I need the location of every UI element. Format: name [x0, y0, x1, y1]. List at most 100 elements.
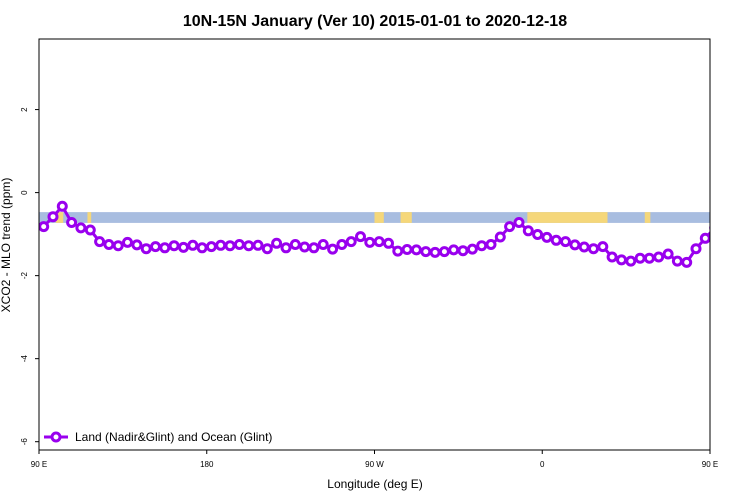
- data-point: [47, 211, 59, 223]
- data-point: [122, 236, 133, 248]
- y-tick-label: 2: [20, 107, 29, 112]
- data-point: [634, 252, 646, 264]
- x-tick-label: 180: [200, 460, 214, 469]
- y-tick-label: -4: [20, 355, 29, 363]
- y-axis: 2 0 -2 -4 -6: [20, 107, 39, 445]
- data-point: [112, 240, 124, 252]
- background-band: [39, 212, 710, 223]
- data-point: [364, 236, 376, 248]
- data-point: [140, 243, 152, 255]
- data-point: [271, 237, 283, 249]
- data-point: [466, 243, 478, 255]
- data-point: [66, 217, 78, 228]
- legend-label: Land (Nadir&Glint) and Ocean (Glint): [75, 430, 272, 444]
- data-point: [178, 241, 189, 253]
- data-point: [485, 239, 497, 250]
- data-point: [355, 231, 366, 243]
- data-point: [308, 242, 320, 254]
- data-point: [233, 239, 245, 250]
- data-point: [578, 241, 590, 253]
- data-point: [196, 242, 208, 254]
- data-point: [410, 244, 422, 256]
- data-point: [131, 239, 143, 251]
- data-point: [345, 236, 357, 248]
- land-band: [527, 212, 608, 223]
- x-axis: 90 E 180 90 W 0 90 E: [31, 450, 718, 469]
- data-point: [597, 241, 609, 253]
- x-axis-label: Longitude (deg E): [327, 477, 422, 491]
- data-point: [168, 240, 180, 252]
- data-point: [457, 245, 469, 257]
- data-point: [327, 243, 339, 255]
- data-point: [690, 243, 702, 255]
- data-point: [103, 239, 115, 250]
- data-point: [643, 252, 655, 264]
- data-point: [720, 214, 728, 222]
- data-point: [187, 239, 199, 251]
- land-band: [374, 212, 384, 223]
- data-point: [261, 243, 273, 255]
- data-point: [625, 255, 637, 267]
- data-point: [606, 251, 618, 263]
- y-tick-label: -6: [20, 438, 29, 446]
- data-point: [299, 241, 311, 253]
- data-point: [252, 239, 264, 251]
- data-point: [205, 241, 217, 253]
- data-point: [504, 221, 516, 233]
- data-point: [317, 239, 329, 250]
- y-axis-label: XCO2 - MLO trend (ppm): [0, 178, 13, 313]
- data-point: [448, 244, 460, 256]
- data-point: [522, 225, 534, 237]
- data-point: [476, 240, 488, 252]
- data-point: [373, 236, 385, 248]
- data-point: [224, 240, 236, 252]
- series-layer: [39, 200, 747, 268]
- land-band: [644, 212, 651, 223]
- data-point: [541, 231, 553, 243]
- data-point: [75, 222, 87, 234]
- data-point: [289, 239, 301, 250]
- data-point: [94, 236, 106, 248]
- data-point: [681, 256, 693, 268]
- land-band: [87, 212, 92, 223]
- data-point: [383, 237, 394, 249]
- data-point: [56, 200, 68, 212]
- data-point: [729, 202, 737, 210]
- data-point: [150, 241, 161, 253]
- data-point: [336, 239, 348, 250]
- land-band: [400, 212, 412, 223]
- data-point: [671, 255, 683, 267]
- data-point: [280, 242, 292, 254]
- data-point: [662, 248, 674, 260]
- data-point: [588, 243, 599, 255]
- data-point: [550, 234, 562, 246]
- land-band: [55, 212, 64, 223]
- data-point: [429, 246, 441, 258]
- legend: Land (Nadir&Glint) and Ocean (Glint): [44, 430, 272, 444]
- y-tick-label: -2: [20, 271, 29, 279]
- chart-title: 10N-15N January (Ver 10) 2015-01-01 to 2…: [183, 13, 567, 30]
- x-tick-label: 90 E: [31, 460, 47, 469]
- data-point: [616, 254, 627, 266]
- data-point: [569, 239, 581, 251]
- data-point: [39, 221, 50, 233]
- x-tick-label: 90 E: [702, 460, 718, 469]
- data-point: [243, 240, 255, 252]
- data-point: [739, 219, 747, 227]
- data-point: [392, 245, 404, 257]
- data-point: [653, 251, 665, 263]
- legend-marker-swatch: [50, 431, 62, 443]
- y-tick-label: 0: [20, 190, 29, 195]
- data-point: [709, 225, 710, 231]
- data-point: [560, 236, 571, 248]
- data-point: [401, 244, 413, 255]
- x-tick-label: 0: [540, 460, 545, 469]
- data-point: [215, 239, 227, 251]
- data-point: [699, 232, 710, 244]
- data-point: [420, 246, 432, 258]
- data-point: [532, 229, 544, 240]
- data-point: [494, 231, 506, 243]
- data-point: [438, 246, 450, 258]
- data-point: [159, 242, 171, 254]
